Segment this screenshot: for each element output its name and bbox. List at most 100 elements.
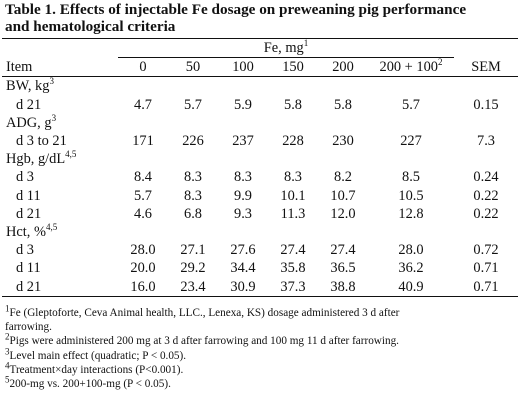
footnote-1-mark: 1	[5, 303, 10, 314]
footnote-5: 5200-mg vs. 200+100-mg (P < 0.05).	[5, 375, 515, 391]
cell-150: 8.3	[284, 169, 302, 186]
footnote-5-text: 200-mg vs. 200+100-mg (P < 0.05).	[9, 378, 171, 391]
row-label: d 11	[16, 260, 41, 277]
section-heading: ADG, g3	[2, 114, 518, 132]
cell-150: 228	[282, 133, 304, 150]
footnote-1-continued: farrowing.	[5, 321, 52, 334]
cell-50: 27.1	[180, 242, 206, 259]
header-200: 200	[318, 57, 368, 78]
cell-50: 5.7	[184, 96, 202, 113]
cell-100: 34.4	[230, 260, 256, 277]
cell-0: 4.7	[134, 96, 152, 113]
header-200-plus-100: 200 + 1002	[368, 57, 454, 78]
footnote-4-mark: 4	[5, 360, 10, 371]
column-header-row: Item 0 50 100 150 200 200 + 1002 SEM	[2, 57, 518, 78]
cell-sem: 0.71	[454, 277, 518, 297]
table-row: d 11 5.7 8.3 9.9 10.1 10.7 10.5 0.22	[2, 187, 518, 205]
cell-150: 27.4	[280, 242, 306, 259]
cell-50: 29.2	[180, 260, 206, 277]
table-row: d 3 to 21 171 226 237 228 230 227 7.3	[2, 132, 518, 150]
cell-50: 6.8	[184, 205, 202, 222]
footnote-2: 2Pigs were administered 200 mg at 3 d af…	[5, 331, 515, 348]
cell-100: 8.3	[234, 169, 252, 186]
table-row: d 3 28.0 27.1 27.6 27.4 27.4 28.0 0.72	[2, 241, 518, 259]
cell-150: 11.3	[280, 205, 306, 222]
cell-0: 171	[132, 133, 154, 150]
section-heading-footnote-mark: 3	[51, 113, 57, 124]
cell-0: 4.6	[134, 205, 152, 222]
footnote-4-text: Treatment×day interactions (P<0.001).	[9, 363, 184, 376]
footnote-3-mark: 3	[5, 345, 10, 356]
section-heading-row: Hct, %4,5	[2, 223, 518, 241]
cell-0: 5.7	[134, 187, 152, 204]
cell-100: 9.3	[234, 205, 252, 222]
section-heading-label: Hct, %	[6, 224, 46, 241]
footnote-1-text: Fe (Gleptoforte, Ceva Animal health, LLC…	[9, 307, 400, 319]
footnotes: 1Fe (Gleptoforte, Ceva Animal health, LL…	[5, 303, 515, 391]
section-heading-footnote-mark: 3	[49, 76, 54, 87]
cell-200-plus-100: 28.0	[398, 242, 424, 259]
cell-100: 30.9	[218, 277, 268, 297]
cell-sem: 0.24	[473, 169, 499, 186]
cell-200-plus-100: 227	[400, 133, 422, 150]
table-row: d 3 8.4 8.3 8.3 8.3 8.2 8.5 0.24	[2, 168, 518, 186]
cell-200: 8.2	[334, 169, 352, 186]
section-heading-label: BW, kg	[6, 78, 50, 95]
fe-mg-label: Fe, mg	[263, 40, 304, 56]
cell-sem: 0.22	[473, 205, 499, 222]
table-row: d 11 20.0 29.2 34.4 35.8 36.5 36.2 0.71	[2, 259, 518, 277]
table-title: Table 1. Effects of injectable Fe dosage…	[5, 1, 515, 35]
footnote-4: 4Treatment×day interactions (P<0.001).	[5, 360, 515, 377]
header-item: Item	[2, 57, 118, 78]
cell-100: 5.9	[234, 96, 252, 113]
cell-100: 27.6	[230, 242, 256, 259]
table-row: d 21 4.7 5.7 5.9 5.8 5.8 5.7 0.15	[2, 96, 518, 114]
cell-150: 10.1	[280, 187, 306, 204]
cell-200-plus-100: 5.7	[402, 96, 420, 113]
row-label: d 3	[16, 169, 34, 186]
header-150: 150	[268, 57, 318, 78]
header-100: 100	[218, 57, 268, 78]
cell-200: 5.8	[334, 96, 352, 113]
title-line-1: Table 1. Effects of injectable Fe dosage…	[5, 1, 467, 18]
cell-sem: 0.22	[473, 187, 499, 204]
section-heading-row: ADG, g3	[2, 114, 518, 132]
cell-150: 37.3	[268, 277, 318, 297]
row-label: d 21	[16, 205, 42, 222]
footnote-3-text: Level main effect (quadratic; P < 0.05).	[9, 349, 187, 362]
section-heading-footnote-mark: 4,5	[45, 222, 58, 233]
cell-50: 23.4	[168, 277, 218, 297]
footnote-2-mark: 2	[5, 331, 10, 342]
cell-200: 27.4	[330, 242, 356, 259]
table-row: d 21 16.0 23.4 30.9 37.3 38.8 40.9 0.71	[2, 277, 518, 297]
section-heading-row: Hgb, g/dL4,5	[2, 150, 518, 168]
cell-200: 12.0	[330, 205, 356, 222]
section-heading: BW, kg3	[2, 77, 518, 96]
cell-200: 36.5	[330, 260, 356, 277]
cell-sem: 0.71	[473, 260, 499, 277]
section-heading-footnote-mark: 4,5	[65, 149, 77, 160]
row-label: d 21	[2, 277, 118, 297]
table-row: d 21 4.6 6.8 9.3 11.3 12.0 12.8 0.22	[2, 205, 518, 223]
fe-mg-footnote-mark: 1	[303, 38, 309, 49]
cell-200-plus-100: 40.9	[368, 277, 454, 297]
title-line-2: and hematological criteria	[5, 18, 176, 35]
footnote-3: 3Level main effect (quadratic; P < 0.05)…	[5, 345, 515, 363]
header-50: 50	[168, 57, 218, 78]
cell-150: 5.8	[284, 96, 302, 113]
cell-100: 9.9	[234, 187, 252, 204]
cell-sem: 7.3	[477, 133, 495, 150]
cell-150: 35.8	[280, 260, 306, 277]
row-label: d 11	[16, 187, 41, 204]
header-sem: SEM	[454, 57, 518, 78]
cell-200-plus-100: 8.5	[402, 169, 420, 186]
data-table: Fe, mg1 Item 0 50 100 150 200 200 + 1002…	[2, 37, 518, 297]
header-0: 0	[118, 57, 168, 78]
header-200-plus-100-label: 200 + 100	[379, 59, 438, 76]
cell-50: 8.3	[184, 187, 202, 204]
section-heading: Hgb, g/dL4,5	[2, 150, 518, 168]
cell-0: 16.0	[118, 277, 168, 297]
spanning-header-row: Fe, mg1	[2, 37, 518, 59]
cell-200: 10.7	[330, 187, 356, 204]
